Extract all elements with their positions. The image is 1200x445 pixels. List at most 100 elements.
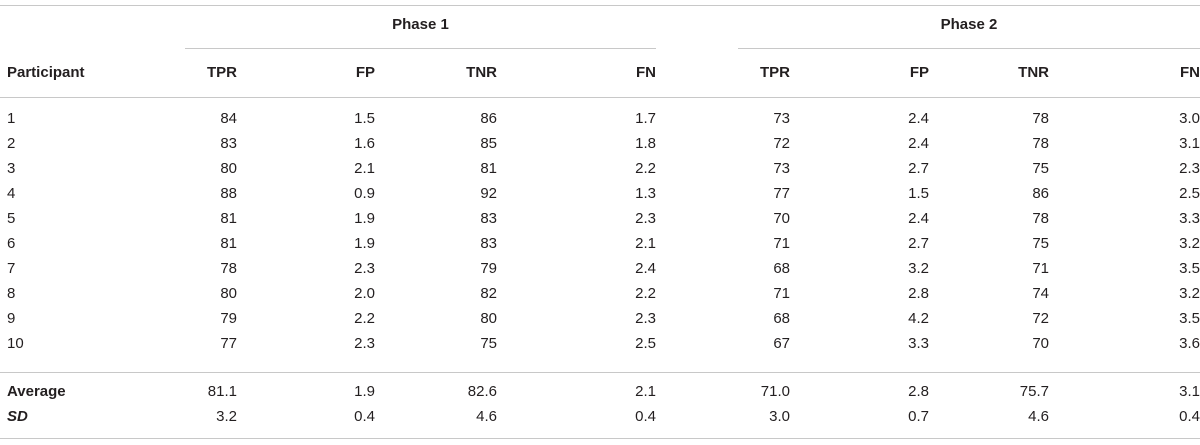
table-cell: 2.4 (908, 110, 929, 127)
table-cell: 3.3 (908, 335, 929, 352)
table-cell: 72 (773, 135, 790, 152)
table-cell: 71 (1032, 260, 1049, 277)
summary-cell: 0.7 (908, 408, 929, 425)
table-cell: 2.3 (354, 260, 375, 277)
table-cell: 84 (220, 110, 237, 127)
table-cell: 2.0 (354, 285, 375, 302)
table-cell: 78 (1032, 210, 1049, 227)
table-cell: 78 (1032, 110, 1049, 127)
table-cell: 2.1 (354, 160, 375, 177)
table-cell: 2.2 (354, 310, 375, 327)
phase-1-underline (185, 48, 656, 49)
table-top-rule (0, 5, 1200, 6)
table-cell: 3.5 (1179, 260, 1200, 277)
column-header-tpr: TPR (760, 64, 790, 81)
table-cell: 2.7 (908, 160, 929, 177)
table-cell: 83 (220, 135, 237, 152)
table-cell: 81 (480, 160, 497, 177)
table-cell: 73 (773, 110, 790, 127)
table-cell: 1.3 (635, 185, 656, 202)
table-cell: 2.5 (1179, 185, 1200, 202)
table-cell: 3.0 (1179, 110, 1200, 127)
table-cell: 83 (480, 210, 497, 227)
table-cell: 1.8 (635, 135, 656, 152)
table-cell: 1.6 (354, 135, 375, 152)
phase-1-header: Phase 1 (392, 16, 449, 33)
table-cell: 75 (480, 335, 497, 352)
column-header-tnr: TNR (466, 64, 497, 81)
table-cell: 86 (480, 110, 497, 127)
table-cell: 82 (480, 285, 497, 302)
summary-cell: 82.6 (467, 383, 497, 400)
table-cell: 85 (480, 135, 497, 152)
table-cell: 3.1 (1179, 135, 1200, 152)
table-cell: 78 (220, 260, 237, 277)
table-cell: 4.2 (908, 310, 929, 327)
column-header-tpr: TPR (207, 64, 237, 81)
table-cell: 77 (220, 335, 237, 352)
table-cell: 3.3 (1179, 210, 1200, 227)
table-cell: 70 (773, 210, 790, 227)
summary-cell: 71.0 (760, 383, 790, 400)
summary-cell: 3.2 (216, 408, 237, 425)
table-cell: 2.4 (635, 260, 656, 277)
summary-cell: 4.6 (476, 408, 497, 425)
table-cell: 79 (220, 310, 237, 327)
summary-cell: 1.9 (354, 383, 375, 400)
table-cell: 80 (220, 160, 237, 177)
participant-id: 2 (7, 135, 16, 152)
table-cell: 80 (480, 310, 497, 327)
table-cell: 75 (1032, 160, 1049, 177)
participant-id: 1 (7, 110, 16, 127)
summary-cell: 4.6 (1028, 408, 1049, 425)
table-cell: 72 (1032, 310, 1049, 327)
table-cell: 2.1 (635, 235, 656, 252)
table-cell: 79 (480, 260, 497, 277)
summary-cell: 2.1 (635, 383, 656, 400)
table-cell: 80 (220, 285, 237, 302)
table-cell: 71 (773, 235, 790, 252)
participant-header: Participant (7, 64, 85, 81)
table-cell: 67 (773, 335, 790, 352)
summary-cell: 0.4 (354, 408, 375, 425)
table-cell: 92 (480, 185, 497, 202)
summary-top-rule (0, 372, 1200, 373)
summary-cell: 0.4 (1179, 408, 1200, 425)
table-cell: 1.7 (635, 110, 656, 127)
summary-cell: 81.1 (207, 383, 237, 400)
participant-id: 5 (7, 210, 16, 227)
table-cell: 68 (773, 310, 790, 327)
summary-cell: 3.1 (1179, 383, 1200, 400)
participant-id: 10 (7, 335, 24, 352)
participant-id: 7 (7, 260, 16, 277)
summary-label: Average (7, 383, 66, 400)
header-bottom-rule (0, 97, 1200, 98)
table-cell: 2.3 (1179, 160, 1200, 177)
column-header-fp: FP (909, 64, 929, 81)
table-cell: 70 (1032, 335, 1049, 352)
table-cell: 1.5 (908, 185, 929, 202)
participant-id: 8 (7, 285, 16, 302)
table-cell: 2.2 (635, 285, 656, 302)
participant-id: 4 (7, 185, 16, 202)
summary-cell: 3.0 (769, 408, 790, 425)
participant-id: 9 (7, 310, 16, 327)
table-cell: 3.5 (1179, 310, 1200, 327)
table-cell: 1.5 (354, 110, 375, 127)
participant-id: 6 (7, 235, 16, 252)
summary-label: SD (7, 408, 28, 425)
table-cell: 1.9 (354, 210, 375, 227)
table-bottom-rule (0, 438, 1200, 439)
table-cell: 77 (773, 185, 790, 202)
table-cell: 3.2 (908, 260, 929, 277)
summary-cell: 75.7 (1019, 383, 1049, 400)
column-header-tnr: TNR (1018, 64, 1049, 81)
table-cell: 1.9 (354, 235, 375, 252)
phase-2-underline (738, 48, 1200, 49)
table-cell: 2.3 (354, 335, 375, 352)
table-cell: 75 (1032, 235, 1049, 252)
table-cell: 2.4 (908, 210, 929, 227)
table-cell: 71 (773, 285, 790, 302)
table-cell: 81 (220, 235, 237, 252)
summary-cell: 2.8 (908, 383, 929, 400)
